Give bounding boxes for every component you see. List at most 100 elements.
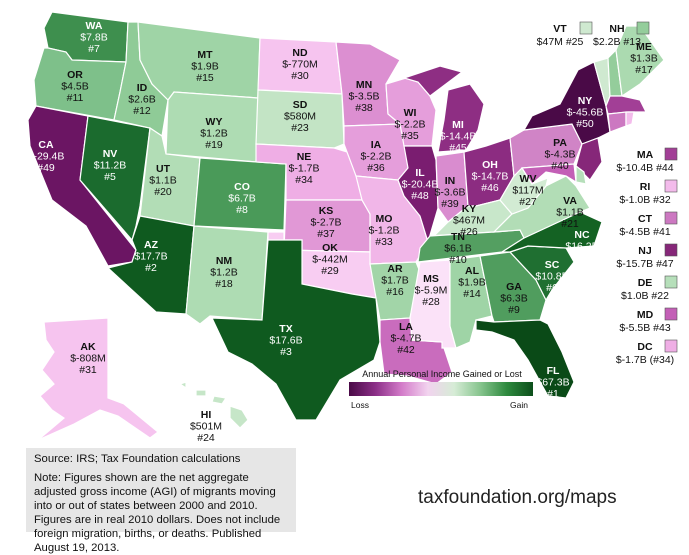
state-label-ms: MS [423, 273, 439, 285]
state-label-nm: $1.2B [210, 267, 237, 279]
state-label-ks: KS [319, 205, 334, 217]
swatch-nj [664, 243, 678, 257]
state-label-id: #12 [133, 105, 151, 117]
state-mi [401, 65, 485, 153]
callout-value-nh: $2.2B #13 [593, 36, 641, 48]
site-url[interactable]: taxfoundation.org/maps [418, 487, 617, 508]
state-label-ak: #31 [79, 364, 97, 376]
state-label-ny: #50 [576, 118, 594, 130]
state-label-sd: $580M [284, 111, 316, 123]
swatch-md [664, 307, 678, 321]
state-label-wi: WI [404, 107, 417, 119]
state-label-wv: WV [520, 173, 537, 185]
state-label-ny: $-45.6B [567, 107, 604, 119]
state-label-or: $4.5B [61, 81, 88, 93]
state-label-fl: #1 [547, 388, 559, 400]
state-ri [625, 111, 635, 127]
state-label-in: $-3.6B [435, 187, 466, 199]
state-label-tx: $17.6B [269, 335, 302, 347]
note-text: Note: Figures shown are the net aggregat… [34, 472, 281, 554]
state-label-ak: $-808M [70, 353, 106, 365]
state-label-mt: #15 [196, 72, 214, 84]
state-label-il: $-20.4B [402, 179, 439, 191]
state-label-fl: FL [547, 365, 560, 377]
state-il [397, 145, 439, 245]
state-label-ga: $6.3B [500, 293, 527, 305]
state-label-tx: TX [279, 323, 292, 335]
state-label-la: $-4.7B [391, 333, 422, 345]
state-label-mo: $-1.2B [369, 225, 400, 237]
state-label-sd: #23 [291, 122, 309, 134]
callout-value-nj: $-15.7B #47 [616, 258, 673, 270]
state-label-tx: #3 [280, 346, 292, 358]
swatch-ma [664, 147, 678, 161]
state-label-mo: MO [376, 213, 393, 225]
map-labels: WA$7.8B#7OR$4.5B#11CA$-29.4B#49ID$2.6B#1… [37, 21, 678, 444]
callout-abbr-ma: MA [637, 149, 654, 161]
state-label-ar: AR [387, 263, 403, 275]
state-label-mt: $1.9B [191, 61, 218, 73]
state-label-ut: UT [156, 163, 171, 175]
state-label-ut: $1.1B [149, 175, 176, 187]
state-label-mn: MN [356, 79, 372, 91]
state-label-co: $6.7B [228, 193, 255, 205]
callout-value-de: $1.0B #22 [621, 290, 669, 302]
state-label-ca: CA [38, 139, 54, 151]
state-label-ok: #29 [321, 265, 339, 277]
state-label-ut: #20 [154, 186, 172, 198]
state-label-ga: GA [506, 281, 522, 293]
swatch-ri [664, 179, 678, 193]
state-label-ca: #49 [37, 162, 55, 174]
state-label-nc: #4 [576, 252, 588, 264]
state-label-nd: $-770M [282, 59, 318, 71]
state-label-tn: TN [451, 231, 465, 243]
state-label-co: #8 [236, 204, 248, 216]
state-label-ia: IA [371, 139, 382, 151]
state-label-tn: #10 [449, 254, 467, 266]
callout-abbr-md: MD [637, 309, 654, 321]
callout-abbr-de: DE [638, 277, 653, 289]
state-label-ky: #26 [460, 226, 478, 238]
state-label-nv: $11.2B [94, 160, 127, 172]
state-ak [37, 317, 159, 441]
state-label-oh: OH [482, 159, 498, 171]
state-label-ga: #9 [508, 304, 520, 316]
state-label-ak: AK [80, 341, 96, 353]
swatch-vt [579, 21, 593, 35]
state-label-nc: $16.2B [565, 241, 598, 253]
callout-abbr-ct: CT [638, 213, 653, 225]
state-label-ms: #28 [422, 296, 440, 308]
state-hi [178, 381, 249, 429]
state-label-sc: $10.8B [535, 271, 568, 283]
state-label-wa: $7.8B [80, 32, 107, 44]
state-label-id: ID [137, 82, 148, 94]
state-md [520, 163, 577, 185]
state-label-ny: NY [578, 95, 593, 107]
state-label-or: #11 [67, 92, 84, 104]
state-label-ia: #36 [367, 162, 385, 174]
state-label-il: IL [415, 167, 425, 179]
state-label-wv: #27 [519, 196, 537, 208]
legend-loss-label: Loss [351, 400, 369, 410]
state-label-ok: OK [322, 242, 338, 254]
state-label-in: IN [445, 175, 456, 187]
state-label-me: $1.3B [630, 53, 657, 65]
state-label-nm: #18 [215, 278, 233, 290]
state-label-wv: $117M [512, 185, 543, 197]
state-label-az: AZ [144, 239, 159, 251]
state-label-ne: NE [297, 151, 312, 163]
state-label-wa: #7 [88, 43, 100, 55]
state-label-or: OR [67, 69, 83, 81]
state-label-la: #42 [397, 344, 415, 356]
state-label-oh: #46 [481, 182, 499, 194]
us-map [27, 11, 665, 441]
state-label-ks: #37 [317, 228, 335, 240]
state-sd [255, 89, 345, 149]
state-label-pa: $-4.3B [545, 149, 576, 161]
state-label-nc: NC [574, 229, 590, 241]
state-wy [165, 91, 259, 163]
state-label-tn: $6.1B [444, 243, 471, 255]
callout-abbr-ri: RI [640, 181, 651, 193]
state-label-nm: NM [216, 255, 233, 267]
state-label-al: $1.9B [458, 277, 485, 289]
